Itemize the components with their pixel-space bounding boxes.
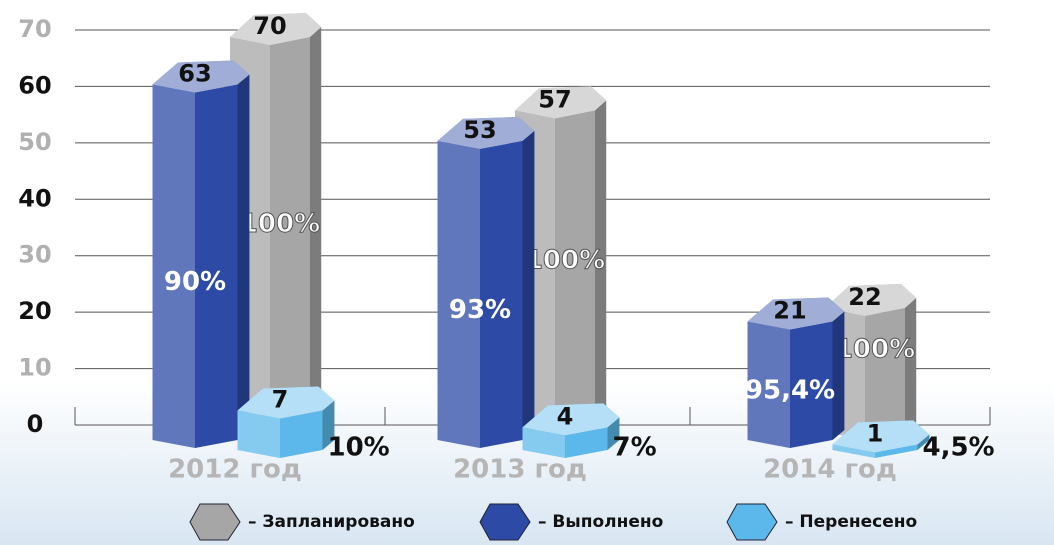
y-tick-label: 40	[18, 184, 51, 212]
bar-top-shade	[237, 386, 335, 419]
bar-left-shade	[747, 321, 790, 448]
percent-label: 100%	[525, 246, 605, 276]
bar-side-shade	[595, 100, 607, 432]
bar	[237, 386, 335, 458]
bar-side-face	[322, 400, 335, 450]
value-label: 1	[867, 419, 884, 447]
bar-left-shade	[832, 444, 875, 458]
bar-left-face	[237, 410, 280, 458]
bar-left-face	[832, 444, 875, 458]
bar-right-face	[195, 84, 238, 448]
bar-side-face	[917, 434, 930, 450]
bar-top-shade	[152, 60, 250, 93]
percent-label: 100%	[240, 209, 320, 239]
bar-side-face	[905, 297, 917, 432]
bar-left-face	[747, 321, 790, 448]
bar-left-face	[522, 427, 565, 458]
bar-side-face	[237, 74, 250, 440]
bar-right-face	[480, 140, 523, 448]
x-tick-label: 2013 год	[453, 455, 587, 485]
bar-side-shade	[607, 417, 620, 450]
bar-side-shade	[522, 130, 535, 440]
bar-right-face	[865, 307, 905, 440]
bar-left-face	[152, 84, 195, 448]
percent-label: 93%	[449, 295, 511, 325]
bar-top-shade	[825, 283, 917, 316]
bar-side-shade	[237, 74, 250, 440]
bar-side-face	[832, 311, 845, 440]
bar-side-shade	[322, 400, 335, 450]
percent-label: 95,4%	[745, 375, 835, 405]
legend-swatch	[189, 503, 241, 541]
legend-label: – Перенесено	[785, 512, 917, 532]
y-tick-label: 50	[18, 128, 51, 156]
percent-label: 4,5%	[923, 433, 995, 463]
legend-label: – Запланировано	[248, 512, 415, 532]
bar-right-face	[565, 427, 608, 458]
percent-label: 10%	[328, 433, 390, 463]
bar-left-shade	[522, 427, 565, 458]
bar-side-shade	[905, 297, 917, 432]
bar-left-face	[437, 140, 480, 448]
bar-right-face	[280, 410, 323, 458]
value-label: 21	[773, 297, 806, 325]
bar-side-face	[595, 100, 607, 432]
bar	[437, 116, 535, 448]
bar-side-face	[607, 417, 620, 450]
bar-top-shade	[230, 13, 322, 45]
bar-side-shade	[310, 27, 322, 432]
bar-left-shade	[437, 140, 480, 448]
value-label: 7	[272, 386, 289, 414]
bar-top-shade	[522, 403, 620, 436]
x-tick-label: 2014 год	[763, 455, 897, 485]
bar-top-shade	[437, 116, 535, 149]
bar-right-face	[555, 110, 595, 440]
y-tick-label: 0	[27, 410, 44, 438]
value-label: 53	[463, 116, 496, 144]
bar	[832, 420, 930, 458]
percent-label: 90%	[164, 267, 226, 297]
y-tick-label: 70	[18, 15, 51, 43]
bar-side-shade	[917, 434, 930, 450]
y-tick-label: 60	[18, 71, 51, 99]
value-label: 63	[178, 60, 211, 88]
legend-swatch	[479, 503, 531, 541]
value-label: 22	[848, 283, 881, 311]
y-tick-label: 10	[18, 354, 51, 382]
bar-left-shade	[152, 84, 195, 448]
x-tick-label: 2012 год	[168, 455, 302, 485]
bar-left-shade	[237, 410, 280, 458]
y-tick-label: 30	[18, 241, 51, 269]
bar-top-shade	[515, 86, 607, 119]
value-label: 70	[253, 12, 286, 40]
y-tick-label: 20	[18, 297, 51, 325]
bar-side-shade	[832, 311, 845, 440]
bar	[152, 60, 250, 448]
value-label: 4	[557, 402, 574, 430]
bar	[747, 297, 845, 448]
bar-right-face	[790, 321, 833, 448]
bar	[522, 403, 620, 458]
bar-right-face	[875, 444, 918, 458]
legend-label: – Выполнено	[538, 512, 663, 532]
legend-swatch	[726, 503, 778, 541]
bar-right-face	[270, 37, 310, 440]
value-label: 57	[538, 85, 571, 113]
bar-top-shade	[832, 420, 930, 453]
percent-label: 100%	[835, 334, 915, 364]
bar-top-shade	[747, 297, 845, 330]
percent-label: 7%	[613, 433, 657, 463]
bar-side-face	[522, 130, 535, 440]
bar-side-face	[310, 27, 322, 432]
